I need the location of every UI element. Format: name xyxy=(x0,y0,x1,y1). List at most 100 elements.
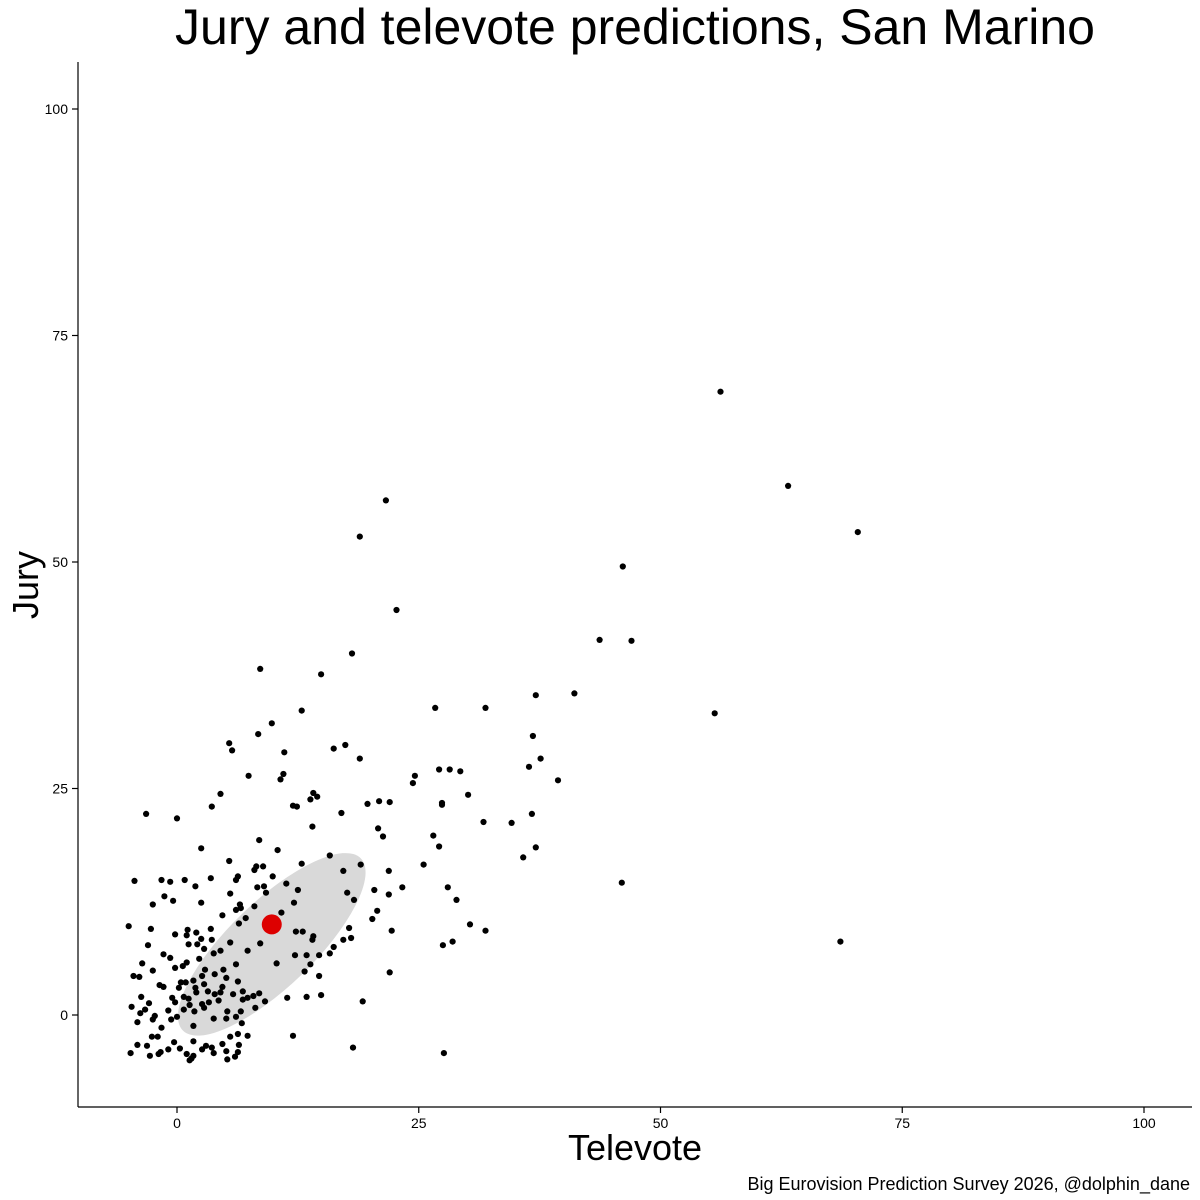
data-point xyxy=(357,861,364,868)
y-axis-title: Jury xyxy=(5,551,46,619)
x-tick-label: 100 xyxy=(1132,1115,1156,1131)
data-point xyxy=(277,776,284,783)
data-point xyxy=(138,993,145,1001)
data-point xyxy=(223,1048,230,1055)
data-point xyxy=(269,873,276,880)
data-point xyxy=(239,996,246,1003)
data-point xyxy=(171,1039,178,1046)
data-point xyxy=(196,955,203,962)
data-point xyxy=(234,1049,241,1056)
data-point xyxy=(139,960,146,967)
data-point xyxy=(785,482,792,489)
data-point xyxy=(219,1040,226,1048)
data-point xyxy=(349,1044,357,1051)
data-point xyxy=(262,889,270,896)
data-point xyxy=(190,977,197,984)
data-point xyxy=(180,993,187,1001)
data-point xyxy=(193,989,200,996)
data-point xyxy=(223,974,230,982)
data-point xyxy=(204,988,211,995)
data-point xyxy=(254,884,261,891)
data-point xyxy=(532,692,539,699)
data-point xyxy=(176,1045,183,1052)
data-point xyxy=(185,941,192,948)
data-point xyxy=(185,995,192,1002)
data-point xyxy=(292,928,299,935)
plot-area xyxy=(125,388,861,1064)
data-point xyxy=(169,994,176,1001)
data-point xyxy=(529,732,537,740)
y-tick-label: 25 xyxy=(52,781,68,797)
data-point xyxy=(219,912,226,919)
data-point xyxy=(480,818,487,826)
data-point xyxy=(260,863,267,870)
data-point xyxy=(280,770,287,778)
data-point xyxy=(245,772,252,779)
data-point xyxy=(310,789,317,797)
data-point xyxy=(386,799,393,806)
data-point xyxy=(342,741,349,749)
data-point xyxy=(201,966,209,973)
data-point xyxy=(257,665,264,673)
data-point xyxy=(346,924,353,932)
data-point xyxy=(330,943,337,951)
data-point xyxy=(224,1056,231,1063)
y-tick-label: 0 xyxy=(60,1007,68,1023)
data-point xyxy=(457,768,464,775)
data-point xyxy=(136,973,143,981)
data-point xyxy=(326,852,333,859)
data-point xyxy=(388,927,395,934)
data-point xyxy=(251,866,258,874)
data-point xyxy=(208,936,215,943)
data-point xyxy=(186,1057,193,1064)
data-point xyxy=(376,798,383,805)
data-point xyxy=(131,877,138,885)
data-point xyxy=(161,893,168,900)
data-point xyxy=(217,790,224,798)
data-point xyxy=(190,1038,197,1045)
data-point xyxy=(173,815,181,822)
data-point xyxy=(528,810,536,818)
data-point xyxy=(436,766,443,773)
data-point xyxy=(143,810,150,818)
data-point xyxy=(172,931,179,938)
data-point xyxy=(619,563,626,570)
data-point xyxy=(172,999,179,1006)
data-point xyxy=(293,803,300,810)
data-point xyxy=(199,1046,206,1053)
data-point xyxy=(242,915,249,922)
data-point xyxy=(261,998,269,1005)
data-point xyxy=(717,388,724,395)
data-point xyxy=(244,947,251,954)
data-point xyxy=(482,704,489,712)
data-point xyxy=(294,886,301,894)
data-point xyxy=(532,844,539,851)
data-point xyxy=(257,940,264,947)
data-point xyxy=(482,927,489,934)
data-point xyxy=(837,938,844,945)
data-point xyxy=(125,923,132,930)
data-point xyxy=(466,921,474,928)
data-point xyxy=(520,854,527,861)
data-point xyxy=(210,950,217,957)
data-point xyxy=(239,988,246,995)
data-point xyxy=(230,991,237,998)
data-point xyxy=(364,800,371,808)
data-point xyxy=(438,801,446,808)
data-point xyxy=(316,972,323,980)
data-point xyxy=(274,847,281,854)
data-point xyxy=(201,1004,208,1011)
data-point xyxy=(234,978,241,985)
data-point xyxy=(330,745,337,752)
data-point xyxy=(183,932,190,939)
data-point xyxy=(181,876,188,884)
data-point xyxy=(158,876,165,884)
data-point xyxy=(229,747,236,754)
data-point xyxy=(207,925,214,933)
data-point xyxy=(226,857,233,865)
data-point xyxy=(160,983,167,991)
confidence-ellipse xyxy=(177,853,366,1036)
data-point xyxy=(193,929,200,936)
data-point xyxy=(711,710,718,717)
data-point xyxy=(165,1007,172,1014)
